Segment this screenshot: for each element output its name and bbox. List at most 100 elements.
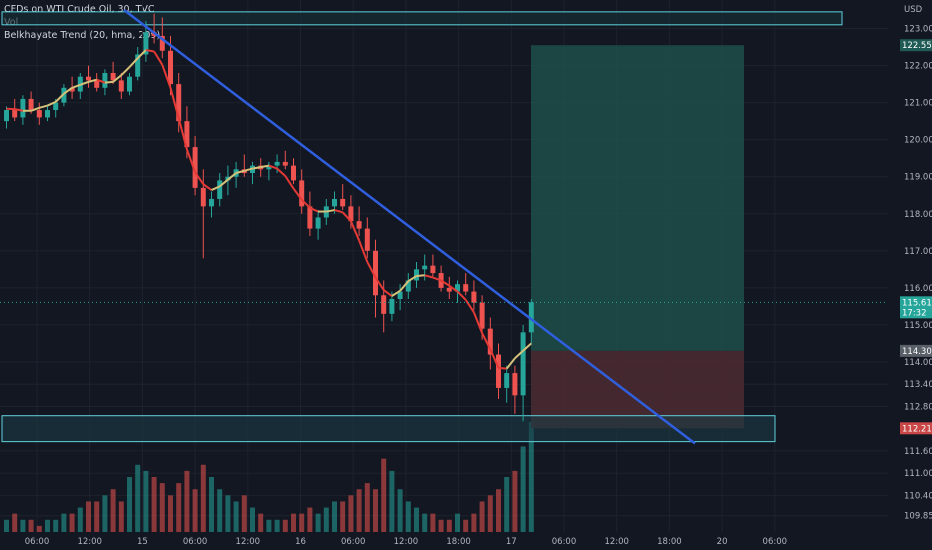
entry-price-badge xyxy=(900,344,932,357)
candle-body xyxy=(430,265,436,274)
indicator-segment xyxy=(498,366,507,370)
indicator-segment xyxy=(260,164,270,169)
candle-body xyxy=(364,228,370,251)
indicator-segment xyxy=(39,104,48,109)
candle-body xyxy=(200,187,206,207)
candle-body xyxy=(446,287,452,292)
candle-body xyxy=(512,373,518,396)
indicator-segment xyxy=(252,166,261,170)
volume-bar xyxy=(102,495,108,532)
candle-body xyxy=(86,76,91,81)
y-tick-label: 115.00 xyxy=(904,321,932,331)
indicator-segment xyxy=(383,289,393,297)
volume-bar xyxy=(12,513,18,532)
volume-bar xyxy=(405,501,411,532)
indicator-segment xyxy=(120,66,131,76)
indicator-segment xyxy=(366,261,377,278)
x-tick-label: 18:00 xyxy=(446,537,471,547)
indicator-segment xyxy=(88,78,97,83)
volume-bar xyxy=(373,489,378,532)
indicator-segment xyxy=(456,290,467,301)
candle-body xyxy=(184,121,190,148)
volume-bar xyxy=(241,495,247,532)
volume-bar xyxy=(274,519,280,532)
candle-body xyxy=(422,265,428,270)
candle-body xyxy=(504,373,510,388)
volume-bar xyxy=(86,501,91,532)
trendline xyxy=(123,9,696,445)
drawings-layer xyxy=(0,9,888,445)
volume-bar xyxy=(430,513,436,532)
candle-body xyxy=(373,250,378,296)
volume-bar xyxy=(479,501,485,532)
volume-bar xyxy=(389,470,395,532)
candle-body xyxy=(20,98,26,118)
candle-body xyxy=(356,221,362,229)
candle-body xyxy=(397,291,403,299)
volume-bar xyxy=(504,477,510,532)
candle-body xyxy=(69,87,75,92)
indicator-segment xyxy=(136,49,147,59)
indicator-segment xyxy=(54,93,65,103)
y-tick-label: 111.00 xyxy=(904,469,932,479)
time-axis: 06:00 12:00 15 06:00 12:00 16 06:00 12:00 18:00 1… xyxy=(25,537,787,547)
indicator-segment xyxy=(358,240,369,263)
volume-bar xyxy=(28,519,34,532)
candle-body xyxy=(28,98,34,111)
volume-bar xyxy=(250,507,255,532)
target-price-badge xyxy=(900,39,932,52)
x-tick-label: 06:00 xyxy=(552,537,577,547)
x-tick-label: 18:00 xyxy=(657,537,682,547)
indicator-segment xyxy=(71,83,81,89)
indicator-segment xyxy=(211,185,221,191)
entry-price-badge-text: 114.30 xyxy=(902,347,932,357)
volume-bar xyxy=(61,513,67,532)
symbol-title[interactable]: CFDs on WTI Crude Oil, 30, TVC xyxy=(4,4,155,15)
target-zone xyxy=(531,45,744,351)
candle-body xyxy=(36,110,42,118)
indicator-segment xyxy=(349,220,361,241)
indicator-segment xyxy=(145,49,155,53)
indicator-segment xyxy=(244,167,253,172)
indicator-segment xyxy=(63,86,73,95)
candle-body xyxy=(266,165,272,170)
candle-body xyxy=(291,165,296,181)
y-tick-label: 119.00 xyxy=(904,173,932,183)
candle-body xyxy=(61,87,67,103)
volume-bar xyxy=(315,513,321,532)
chart-grid xyxy=(0,0,888,532)
indicator-segment xyxy=(30,106,40,112)
x-tick-label: 16 xyxy=(295,537,306,547)
indicator-segment xyxy=(481,332,492,350)
volume-bar xyxy=(356,489,362,532)
indicator-segment xyxy=(440,279,450,287)
volume-bar xyxy=(332,501,337,532)
volume-bar xyxy=(200,464,206,532)
indicator-label[interactable]: Belkhayate Trend (20, hma, 209) xyxy=(4,30,161,41)
volume-layer xyxy=(4,422,534,532)
indicator-segment xyxy=(448,284,459,293)
candle-body xyxy=(209,198,214,207)
candle-body xyxy=(463,284,469,292)
candle-body xyxy=(307,206,313,229)
candle-body xyxy=(405,280,411,292)
indicator-segment xyxy=(292,187,303,201)
candle-body xyxy=(496,354,501,388)
volume-bar xyxy=(135,464,141,532)
indicator-segment xyxy=(341,211,352,222)
volume-bar xyxy=(520,446,526,532)
candle-body xyxy=(118,80,124,92)
indicator-segment xyxy=(79,80,89,86)
stop-price-badge-text: 112.21 xyxy=(902,424,932,434)
candles-layer xyxy=(4,13,534,422)
candle-body xyxy=(274,161,280,166)
price-axis: 123.00 122.00 121.00 120.00 119.00 118.00 117.… xyxy=(900,5,932,522)
volume-bar xyxy=(282,519,288,532)
volume-bar xyxy=(471,513,477,532)
candle-body xyxy=(217,180,223,199)
indicator-segment xyxy=(185,148,197,173)
candle-body xyxy=(282,161,288,166)
support-zone xyxy=(1,415,776,443)
drawing-zones xyxy=(1,11,843,443)
